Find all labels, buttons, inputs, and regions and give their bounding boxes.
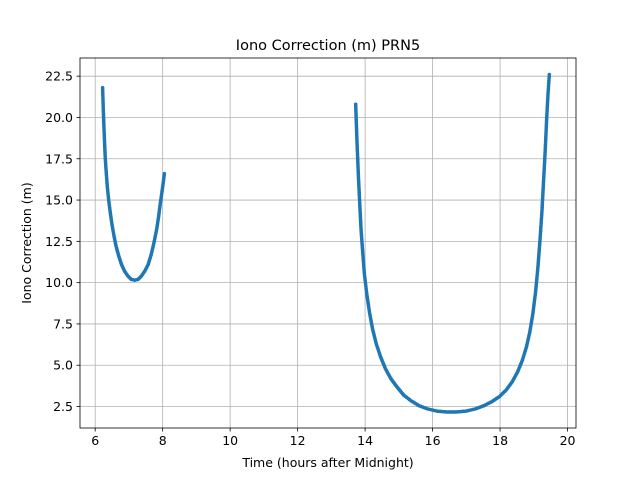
x-tick-label: 6 [91, 433, 99, 448]
y-tick-label: 7.5 [53, 316, 73, 331]
data-point [162, 171, 167, 176]
x-tick-label: 14 [357, 433, 373, 448]
data-points [100, 72, 552, 414]
y-axis-label: Iono Correction (m) [19, 182, 34, 303]
y-tick-label: 20.0 [45, 110, 73, 125]
data-point [547, 72, 552, 77]
y-axis-ticks: 2.5 5.0 7.5 10.0 12.5 15.0 17.5 20.0 22.5 [45, 69, 80, 414]
chart-title: Iono Correction (m) PRN5 [236, 38, 420, 54]
x-axis-label: Time (hours after Midnight) [241, 455, 413, 470]
y-tick-label: 5.0 [53, 358, 73, 373]
x-tick-label: 20 [560, 433, 576, 448]
y-tick-label: 12.5 [45, 234, 73, 249]
x-tick-label: 18 [492, 433, 508, 448]
grid-lines [80, 58, 576, 428]
y-tick-label: 2.5 [53, 399, 73, 414]
plot-frame [79, 57, 577, 429]
x-tick-label: 16 [425, 433, 441, 448]
x-tick-label: 8 [159, 433, 167, 448]
y-tick-label: 15.0 [45, 193, 73, 208]
x-tick-label: 12 [290, 433, 306, 448]
y-tick-label: 17.5 [45, 151, 73, 166]
y-tick-label: 22.5 [45, 69, 73, 84]
y-tick-label: 10.0 [45, 275, 73, 290]
x-tick-label: 10 [222, 433, 238, 448]
x-axis-ticks: 6 8 10 12 14 16 18 20 [91, 428, 576, 448]
